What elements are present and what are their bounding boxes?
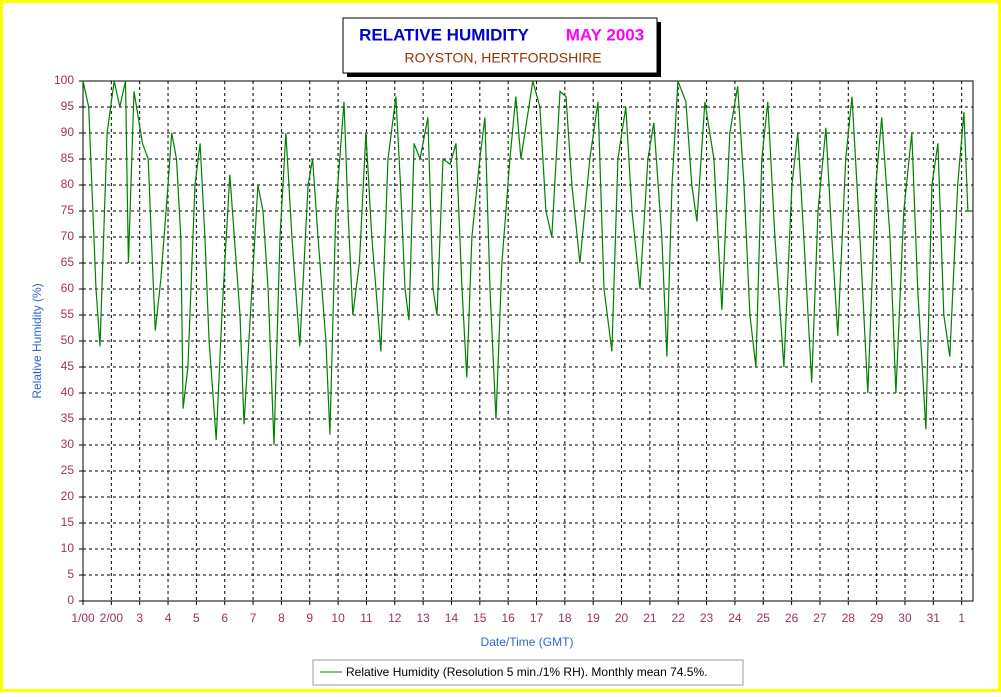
y-tick-label: 50 — [61, 333, 75, 347]
x-tick-label: 3 — [136, 611, 143, 625]
x-tick-label: 17 — [530, 611, 544, 625]
x-tick-label: 25 — [757, 611, 771, 625]
x-tick-label: 31 — [927, 611, 941, 625]
y-tick-label: 80 — [61, 177, 75, 191]
x-tick-label: 21 — [643, 611, 657, 625]
x-tick-label: 11 — [360, 611, 373, 625]
x-tick-label: 12 — [388, 611, 402, 625]
y-tick-label: 90 — [61, 125, 75, 139]
x-tick-label: 1 — [958, 611, 965, 625]
y-tick-label: 30 — [61, 437, 75, 451]
x-tick-label: 14 — [445, 611, 459, 625]
y-tick-label: 95 — [61, 99, 75, 113]
y-tick-label: 25 — [61, 463, 75, 477]
chart-title-date: MAY 2003 — [566, 25, 644, 44]
y-tick-label: 35 — [61, 411, 75, 425]
x-tick-label: 13 — [416, 611, 430, 625]
y-tick-label: 40 — [61, 385, 75, 399]
y-tick-label: 75 — [61, 203, 75, 217]
y-tick-label: 15 — [61, 515, 75, 529]
legend-label: Relative Humidity (Resolution 5 min./1% … — [346, 665, 707, 679]
plot-frame — [82, 80, 974, 602]
x-tick-label: 6 — [221, 611, 228, 625]
x-tick-label: 24 — [728, 611, 742, 625]
y-tick-label: 0 — [67, 593, 74, 607]
y-tick-label: 60 — [61, 281, 75, 295]
data-line — [82, 80, 973, 446]
x-tick-label: 27 — [813, 611, 827, 625]
chart-title: RELATIVE HUMIDITY — [359, 25, 529, 44]
title-box — [342, 17, 658, 74]
x-tick-label: 4 — [165, 611, 172, 625]
x-tick-label: 29 — [870, 611, 884, 625]
legend-box — [312, 659, 744, 686]
y-tick-label: 10 — [61, 541, 75, 555]
x-tick-label: 15 — [473, 611, 487, 625]
y-tick-label: 65 — [61, 255, 75, 269]
x-tick-label: 5 — [193, 611, 200, 625]
y-axis-label: Relative Humidity (%) — [30, 283, 44, 398]
x-tick-label: 20 — [615, 611, 629, 625]
x-tick-label: 23 — [700, 611, 714, 625]
y-tick-label: 5 — [67, 567, 74, 581]
y-tick-label: 20 — [61, 489, 75, 503]
x-axis-label: Date/Time (GMT) — [481, 635, 574, 649]
x-tick-label: 9 — [306, 611, 313, 625]
x-tick-label: 10 — [331, 611, 345, 625]
x-tick-label: 16 — [501, 611, 515, 625]
x-tick-label: 22 — [672, 611, 686, 625]
x-tick-label: 28 — [842, 611, 856, 625]
y-tick-label: 70 — [61, 229, 75, 243]
y-tick-label: 85 — [61, 151, 75, 165]
x-tick-label: 1/00 — [71, 611, 95, 625]
x-tick-label: 19 — [587, 611, 601, 625]
y-tick-label: 55 — [61, 307, 75, 321]
x-tick-label: 30 — [898, 611, 912, 625]
x-tick-label: 7 — [250, 611, 257, 625]
x-tick-label: 26 — [785, 611, 799, 625]
chart-subtitle: ROYSTON, HERTFORDSHIRE — [404, 50, 601, 66]
x-tick-label: 2/00 — [100, 611, 124, 625]
x-tick-label: 18 — [558, 611, 572, 625]
y-tick-label: 45 — [61, 359, 75, 373]
x-tick-label: 8 — [278, 611, 285, 625]
y-tick-label: 100 — [54, 73, 74, 87]
